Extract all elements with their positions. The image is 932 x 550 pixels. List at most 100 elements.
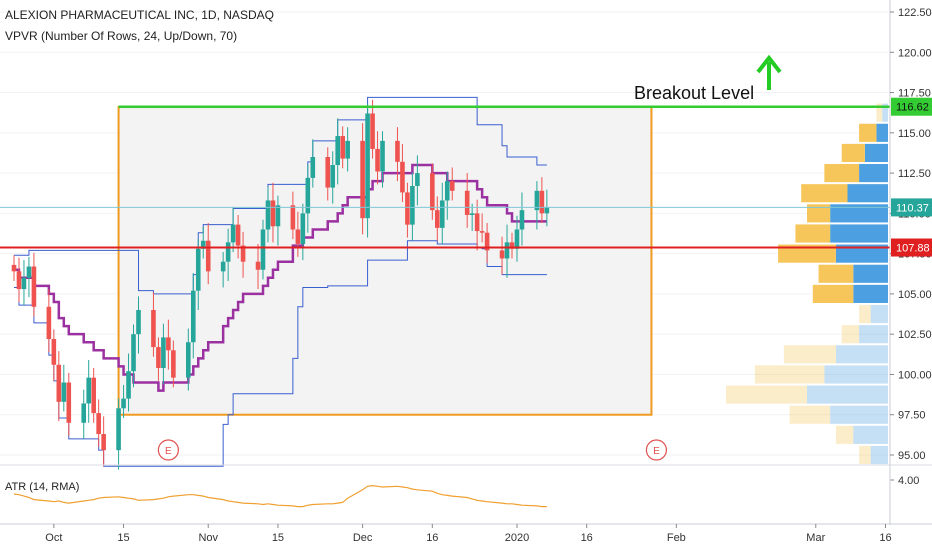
volume-bar-down bbox=[835, 425, 854, 444]
volume-bar-up bbox=[870, 445, 888, 465]
time-tick-label: 16 bbox=[879, 532, 891, 544]
candle-bull bbox=[275, 205, 281, 227]
volume-bar-up bbox=[830, 405, 888, 424]
candle-bear bbox=[66, 382, 72, 423]
earnings-marker bbox=[645, 439, 668, 461]
candle-bear bbox=[499, 250, 505, 259]
volume-bar-up bbox=[859, 325, 888, 344]
candle-bear bbox=[479, 231, 485, 233]
channel-lines bbox=[14, 96, 547, 467]
volume-bar-down bbox=[859, 445, 871, 465]
volume-bar-up bbox=[830, 204, 888, 223]
candle-bear bbox=[484, 232, 490, 251]
price-tag-bg bbox=[891, 238, 932, 257]
price-tick-label: 100.00 bbox=[898, 369, 932, 381]
time-tick-label: 15 bbox=[272, 532, 284, 544]
candle-bull bbox=[200, 240, 206, 249]
time-tick-label: 2020 bbox=[505, 532, 529, 544]
candle-bear bbox=[101, 434, 106, 451]
candles bbox=[11, 99, 550, 470]
price-labels: 116.62 110.37 107.88 bbox=[891, 97, 932, 257]
candle-bull bbox=[365, 113, 370, 219]
time-tick-label: 16 bbox=[581, 532, 593, 544]
candle-bull bbox=[504, 242, 510, 259]
symbol-title: ALEXION PHARMACEUTICAL INC, 1D, NASDAQ bbox=[5, 8, 274, 22]
candle-bull bbox=[161, 337, 166, 369]
candle-bear bbox=[295, 229, 301, 244]
candle-bear bbox=[430, 173, 435, 211]
up-arrow-icon bbox=[756, 54, 782, 90]
volume-bar-down bbox=[807, 204, 831, 223]
price-tick-label: 102.50 bbox=[898, 329, 932, 341]
candle-bull bbox=[230, 224, 236, 243]
candle-bear bbox=[290, 205, 296, 230]
atr-tick-label: 4.00 bbox=[898, 475, 919, 487]
candle-bull bbox=[514, 229, 520, 249]
earnings-marker-label: E bbox=[165, 446, 172, 457]
price-axis[interactable]: 122.50120.00117.50115.00112.50110.00107.… bbox=[890, 7, 932, 462]
time-tick-label: 15 bbox=[117, 532, 129, 544]
candle-bear bbox=[340, 136, 345, 159]
volume-bar-down bbox=[789, 405, 831, 424]
candle-bear bbox=[325, 156, 331, 188]
candle-bull bbox=[305, 177, 311, 214]
candle-bear bbox=[449, 181, 455, 191]
candle-bull bbox=[439, 200, 445, 228]
volume-bar-down bbox=[841, 143, 865, 163]
volume-bar-down bbox=[754, 365, 825, 384]
candle-bull bbox=[345, 140, 350, 159]
volume-bar-up bbox=[864, 143, 888, 163]
candle-bull bbox=[220, 261, 226, 272]
candle-bull bbox=[61, 382, 67, 402]
channel-upper bbox=[14, 96, 547, 295]
candle-bull bbox=[190, 290, 196, 343]
candle-bear bbox=[474, 213, 480, 232]
volume-bar-up bbox=[824, 365, 888, 384]
candle-bear bbox=[375, 148, 380, 172]
atr-title: ATR (14, RMA) bbox=[5, 481, 79, 493]
price-tag-bg bbox=[891, 97, 932, 116]
volume-bar-up bbox=[853, 284, 888, 303]
atr-line bbox=[13, 484, 547, 508]
candle-bear bbox=[51, 339, 57, 365]
candle-bear bbox=[166, 337, 171, 351]
candle-bull bbox=[300, 213, 306, 244]
volume-bar-down bbox=[818, 264, 854, 283]
candle-bull bbox=[335, 136, 340, 166]
candle-bear bbox=[91, 377, 96, 414]
candle-bear bbox=[151, 310, 156, 348]
price-tick-label: 112.50 bbox=[898, 168, 931, 180]
time-tick-label: Nov bbox=[198, 532, 218, 544]
price-tick-label: 115.00 bbox=[898, 128, 931, 140]
price-tag-text: 110.37 bbox=[896, 202, 929, 214]
candle-bull bbox=[310, 156, 316, 178]
time-tick-label: Oct bbox=[45, 532, 62, 544]
candle-bull bbox=[265, 200, 271, 230]
candle-bull bbox=[136, 310, 141, 335]
candle-bear bbox=[270, 200, 276, 227]
time-axis[interactable]: Oct 15 Nov 15 Dec 16 2020 16 Feb Mar 16 bbox=[45, 524, 892, 544]
candle-bear bbox=[370, 113, 375, 149]
volume-bar-up bbox=[876, 123, 888, 142]
volume-bar-down bbox=[812, 284, 854, 303]
candle-bull bbox=[126, 371, 131, 399]
candle-bull bbox=[415, 173, 420, 186]
volume-bar-down bbox=[859, 123, 877, 142]
volume-bar-down bbox=[841, 325, 860, 344]
candle-bear bbox=[255, 261, 261, 270]
candle-bull bbox=[186, 342, 191, 378]
candle-bear bbox=[156, 347, 161, 369]
candle-bear bbox=[509, 242, 515, 249]
candle-bull bbox=[444, 181, 450, 201]
candle-bull bbox=[81, 403, 87, 423]
candle-bull bbox=[116, 408, 121, 451]
volume-bar-up bbox=[807, 385, 888, 404]
candle-bear bbox=[539, 190, 545, 214]
candle-bull bbox=[330, 165, 336, 188]
volume-bar-up bbox=[870, 304, 888, 324]
candle-bear bbox=[205, 240, 211, 272]
candle-bull bbox=[26, 266, 32, 278]
candle-bull bbox=[519, 210, 525, 230]
